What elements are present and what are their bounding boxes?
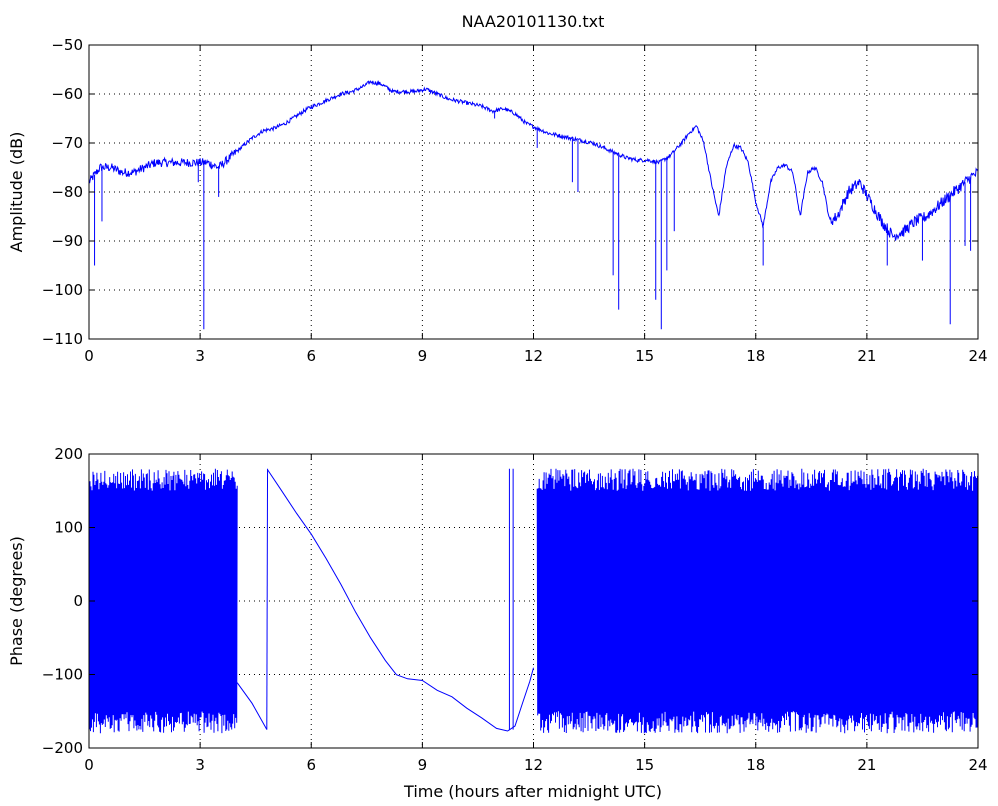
phase-x-tick-label: 6 (306, 756, 316, 774)
phase-drift-trace (236, 682, 268, 730)
phase-drift-trace (267, 469, 534, 732)
amplitude-y-tick-label: −60 (51, 85, 83, 103)
phase-series (88, 468, 979, 734)
phase-x-tick-label: 18 (746, 756, 765, 774)
x-axis-label: Time (hours after midnight UTC) (403, 782, 662, 801)
amplitude-x-tick-label: 21 (857, 347, 876, 365)
amplitude-y-tick-label: −90 (51, 232, 83, 250)
amplitude-ticks: 0 3 6 9 12 15 18 21 24 −50 −60 −70 −80 −90 −100 −110 (42, 36, 988, 365)
phase-y-tick-label: 0 (73, 592, 83, 610)
phase-x-tick-label: 3 (195, 756, 205, 774)
amplitude-x-tick-label: 9 (418, 347, 428, 365)
amplitude-y-tick-label: −50 (51, 36, 83, 54)
amplitude-y-tick-label: −100 (42, 281, 83, 299)
amplitude-series (88, 80, 979, 330)
phase-x-tick-label: 9 (418, 756, 428, 774)
amplitude-y-tick-label: −80 (51, 183, 83, 201)
amplitude-x-tick-label: 0 (84, 347, 94, 365)
amplitude-x-tick-label: 6 (306, 347, 316, 365)
phase-x-tick-label: 12 (524, 756, 543, 774)
phase-y-tick-label: 100 (54, 519, 83, 537)
amplitude-x-tick-label: 24 (968, 347, 987, 365)
phase-wrapped-trace (88, 468, 238, 734)
amplitude-x-tick-label: 18 (746, 347, 765, 365)
amplitude-y-axis-label: Amplitude (dB) (7, 132, 26, 253)
amplitude-y-tick-label: −110 (42, 330, 83, 348)
amplitude-x-tick-label: 3 (195, 347, 205, 365)
phase-x-tick-label: 24 (968, 756, 987, 774)
phase-y-tick-label: −200 (42, 739, 83, 757)
phase-panel: 0 3 6 9 12 15 18 21 24 200 100 0 −100 −200 Phase (deg… (7, 445, 988, 801)
phase-ticks: 0 3 6 9 12 15 18 21 24 200 100 0 −100 −200 (42, 445, 988, 774)
amplitude-x-tick-label: 15 (635, 347, 654, 365)
phase-x-tick-label: 21 (857, 756, 876, 774)
plot-title: NAA20101130.txt (462, 12, 605, 31)
amplitude-x-tick-label: 12 (524, 347, 543, 365)
amplitude-grid (89, 45, 978, 339)
phase-wrap-jump (266, 468, 269, 730)
amplitude-y-tick-label: −70 (51, 134, 83, 152)
phase-y-tick-label: −100 (42, 666, 83, 684)
phase-x-tick-label: 0 (84, 756, 94, 774)
amplitude-trace (88, 80, 979, 241)
phase-y-axis-label: Phase (degrees) (7, 536, 26, 666)
phase-wrapped-trace (536, 468, 979, 734)
phase-y-tick-label: 200 (54, 445, 83, 463)
phase-x-tick-label: 15 (635, 756, 654, 774)
amplitude-panel: 0 3 6 9 12 15 18 21 24 −50 −60 −70 −80 −90 −100 −110 Am… (7, 36, 988, 365)
